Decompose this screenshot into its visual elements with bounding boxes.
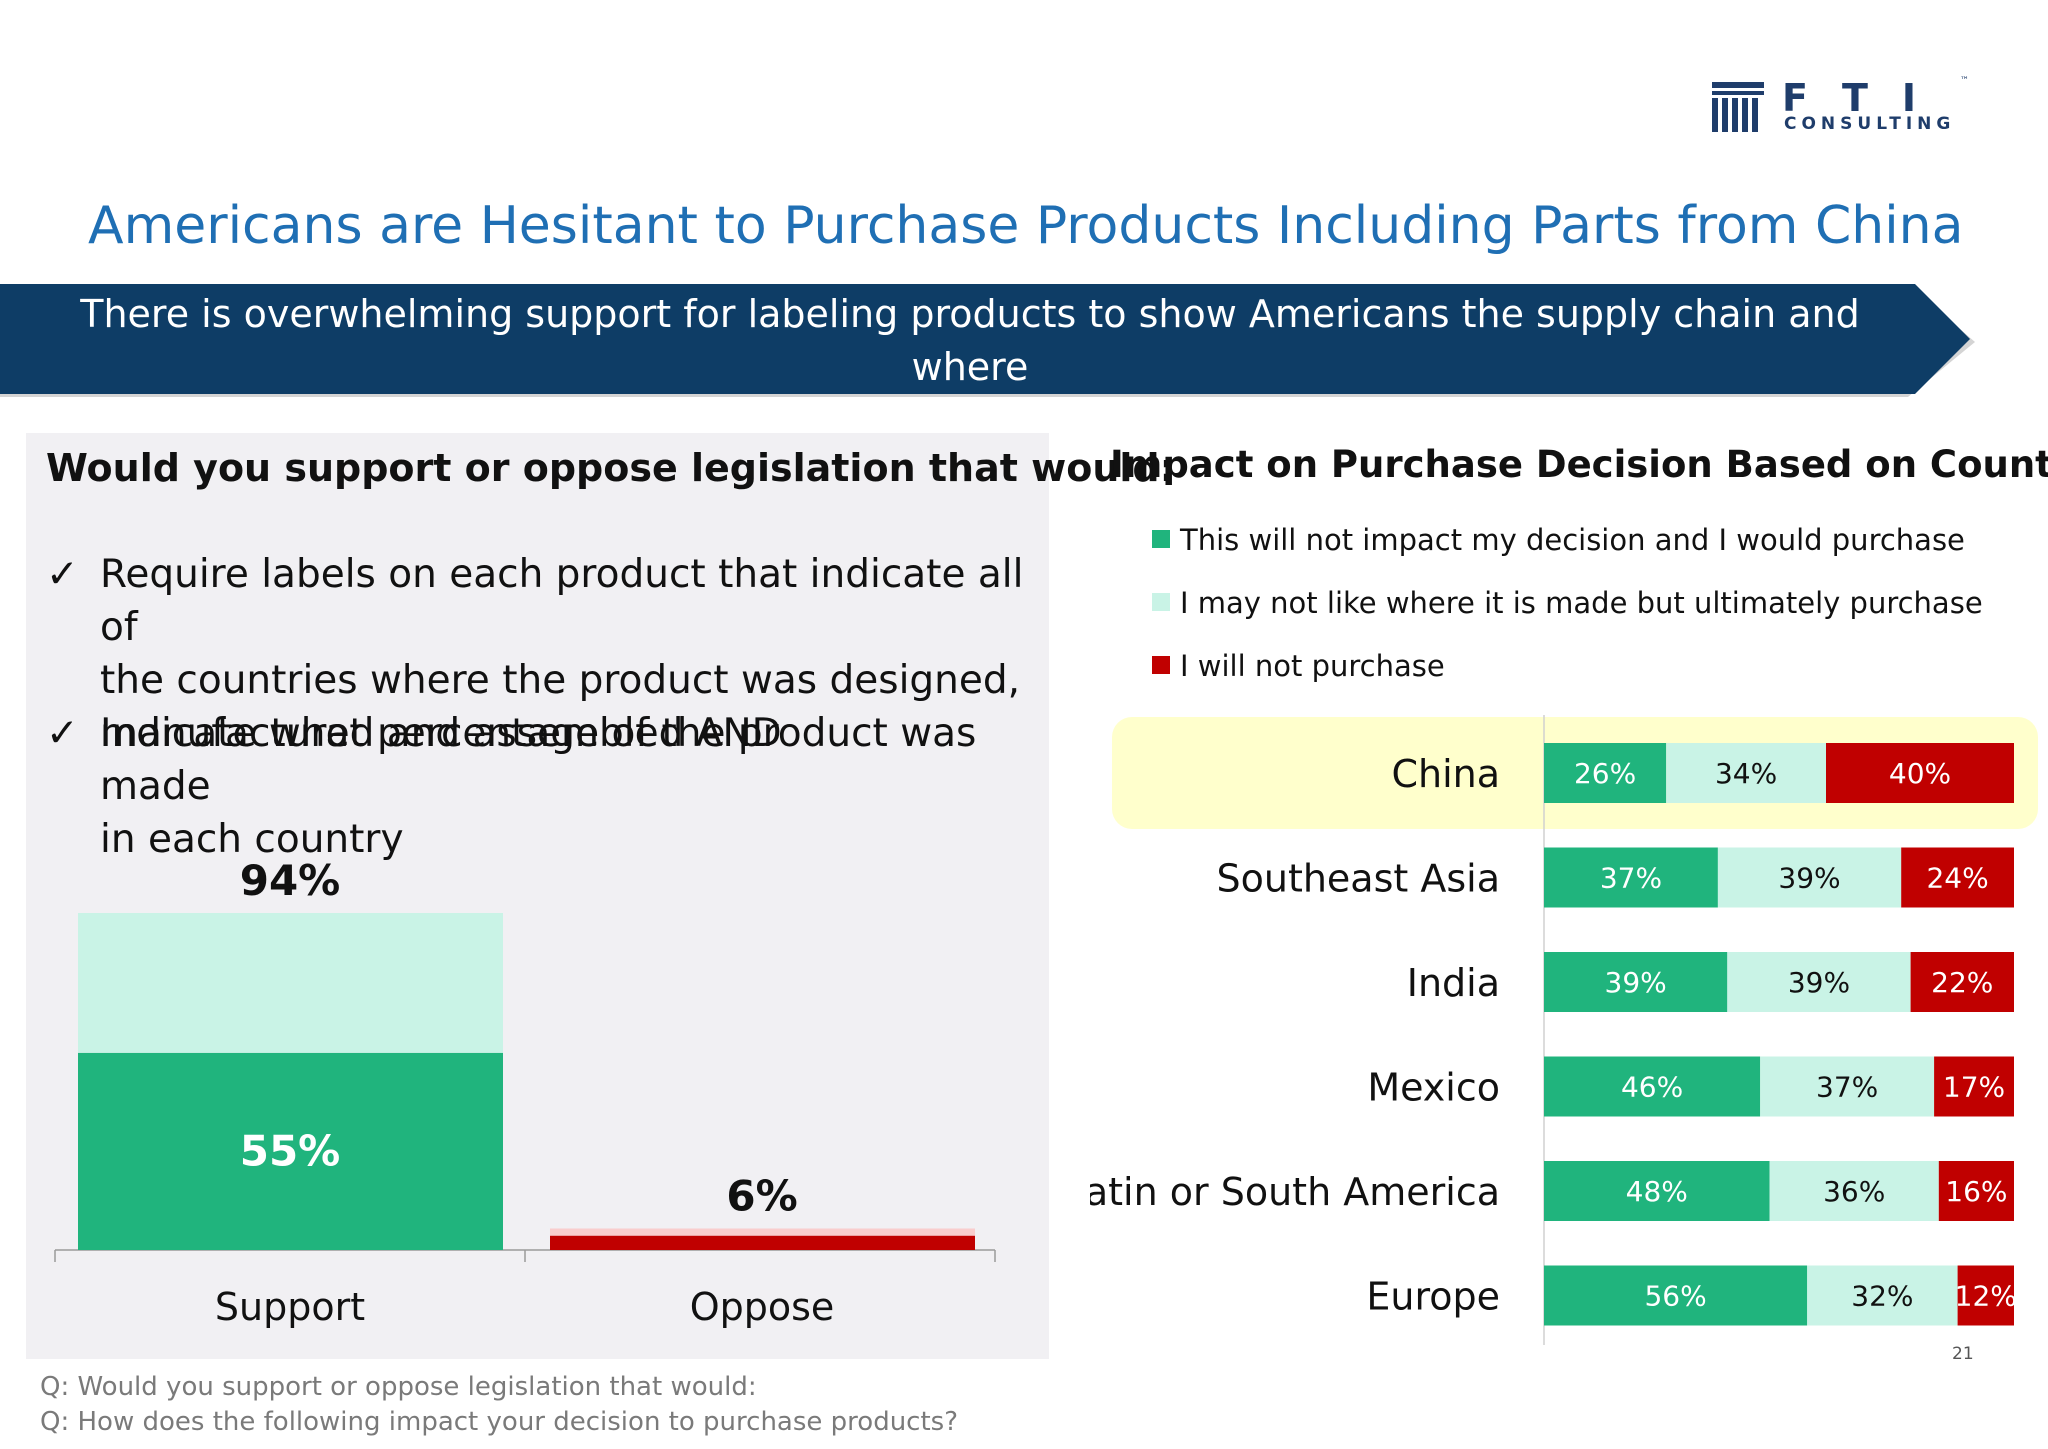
bar-segment (1544, 952, 1728, 1012)
bar-segment (1760, 1056, 1935, 1117)
bar-oppose-light (550, 1228, 975, 1236)
legend-swatch (1152, 530, 1170, 548)
bar-segment (1938, 1161, 2014, 1221)
bar-segment (1957, 1265, 2014, 1326)
segment-label: 34% (1715, 757, 1777, 790)
legend-swatch (1152, 593, 1170, 611)
bar-segment (1934, 1056, 2014, 1117)
bar-oppose-strong (550, 1235, 975, 1250)
bar-segment (1717, 847, 1902, 908)
fti-logo: FTI ™ CONSULTING (1712, 74, 1972, 144)
legend-label: This will not impact my decision and I w… (1180, 523, 1965, 557)
bullet-line: Indicate what percentage of the product … (100, 711, 977, 809)
segment-label: 22% (1931, 966, 1993, 999)
bar-segment (1666, 743, 1826, 803)
segment-label: 46% (1621, 1071, 1683, 1104)
country-label: India (1407, 961, 1500, 1005)
bullet-line: the countries where the product was desi… (100, 658, 1021, 703)
bar-support-strong (78, 1052, 503, 1250)
footnote: Q: How does the following impact your de… (40, 1407, 959, 1437)
legend-item-will-not-purchase: I will not purchase (1152, 649, 1445, 689)
checkmark-icon: ✓ (46, 711, 79, 756)
segment-label: 37% (1600, 862, 1662, 895)
country-label: Latin or South America (1090, 1170, 1500, 1214)
bar-segment (1807, 1265, 1958, 1326)
total-label: 6% (726, 1171, 797, 1220)
impact-heading: Impact on Purchase Decision Based on Cou… (1110, 443, 2048, 486)
bar-segment (1544, 743, 1667, 803)
banner: There is overwhelming support for labeli… (0, 284, 1975, 442)
country-impact-chart: China 26% 34% 40% Southeast Asia 37% 39% 24% Ind… (1090, 715, 2038, 1345)
bar-segment (1544, 1056, 1761, 1117)
segment-label: 40% (1889, 757, 1951, 790)
fti-logo-mark-icon (1712, 82, 1764, 132)
legend-swatch (1152, 656, 1170, 674)
segment-label: 56% (1644, 1280, 1706, 1313)
segment-label: 17% (1943, 1071, 2005, 1104)
segment-label: 36% (1823, 1175, 1885, 1208)
bar-segment (1769, 1161, 1939, 1221)
bullet-line: in each country (100, 817, 404, 862)
country-label: Southeast Asia (1216, 857, 1500, 901)
bar-support-light (78, 913, 503, 1053)
segment-label: 37% (1816, 1071, 1878, 1104)
segment-label: 39% (1778, 862, 1840, 895)
bar-segment (1544, 1161, 1770, 1221)
segment-label: 32% (1851, 1280, 1913, 1313)
logo-name: FTI (1782, 76, 1951, 120)
total-label: 94% (240, 856, 341, 905)
segment-label: 26% (1574, 757, 1636, 790)
page-number: 21 (1952, 1344, 1974, 1364)
category-label: Support (215, 1285, 365, 1329)
legislation-question: Would you support or oppose legislation … (46, 446, 1175, 490)
support-oppose-chart: 94% 55% Support 6% Oppose (54, 856, 996, 1329)
bullet-line: Require labels on each product that indi… (100, 552, 1024, 650)
category-label: Oppose (690, 1285, 835, 1329)
segment-label: 48% (1626, 1175, 1688, 1208)
legend-item-would-purchase: This will not impact my decision and I w… (1152, 523, 1965, 563)
bar-segment (1910, 952, 2014, 1012)
bar-segment (1901, 847, 2014, 908)
page-title: Americans are Hesitant to Purchase Produ… (88, 196, 1964, 256)
country-label: China (1391, 752, 1500, 796)
segment-label: 12% (1955, 1280, 2017, 1313)
banner-line-1: There is overwhelming support for labeli… (80, 292, 1860, 389)
banner-text: There is overwhelming support for labeli… (40, 288, 1900, 447)
logo-subtitle: CONSULTING (1784, 114, 1956, 134)
bullet-text: Require labels on each product that indi… (100, 548, 1060, 760)
bullet-text: Indicate what percentage of the product … (100, 707, 1060, 866)
country-label: Europe (1366, 1275, 1500, 1319)
legend-label: I may not like where it is made but ulti… (1180, 586, 1983, 620)
bullet-line: manufactured and assembled AND (100, 711, 782, 756)
legend-label: I will not purchase (1180, 649, 1445, 683)
checkmark-icon: ✓ (46, 552, 79, 597)
bar-segment (1826, 743, 2014, 803)
segment-label: 55% (240, 1126, 341, 1175)
segment-label: 16% (1945, 1175, 2007, 1208)
segment-label: 24% (1926, 862, 1988, 895)
banner-arrow-shape (0, 284, 1975, 397)
segment-label: 39% (1788, 966, 1850, 999)
footnote: Q: Would you support or oppose legislati… (40, 1372, 757, 1402)
bar-segment (1544, 1265, 1808, 1326)
bar-segment (1544, 847, 1718, 908)
legend-item-may-not-like: I may not like where it is made but ulti… (1152, 586, 1983, 626)
country-label: Mexico (1367, 1066, 1500, 1110)
logo-trademark: ™ (1960, 76, 1969, 86)
bar-segment (1727, 952, 1911, 1012)
segment-label: 39% (1605, 966, 1667, 999)
